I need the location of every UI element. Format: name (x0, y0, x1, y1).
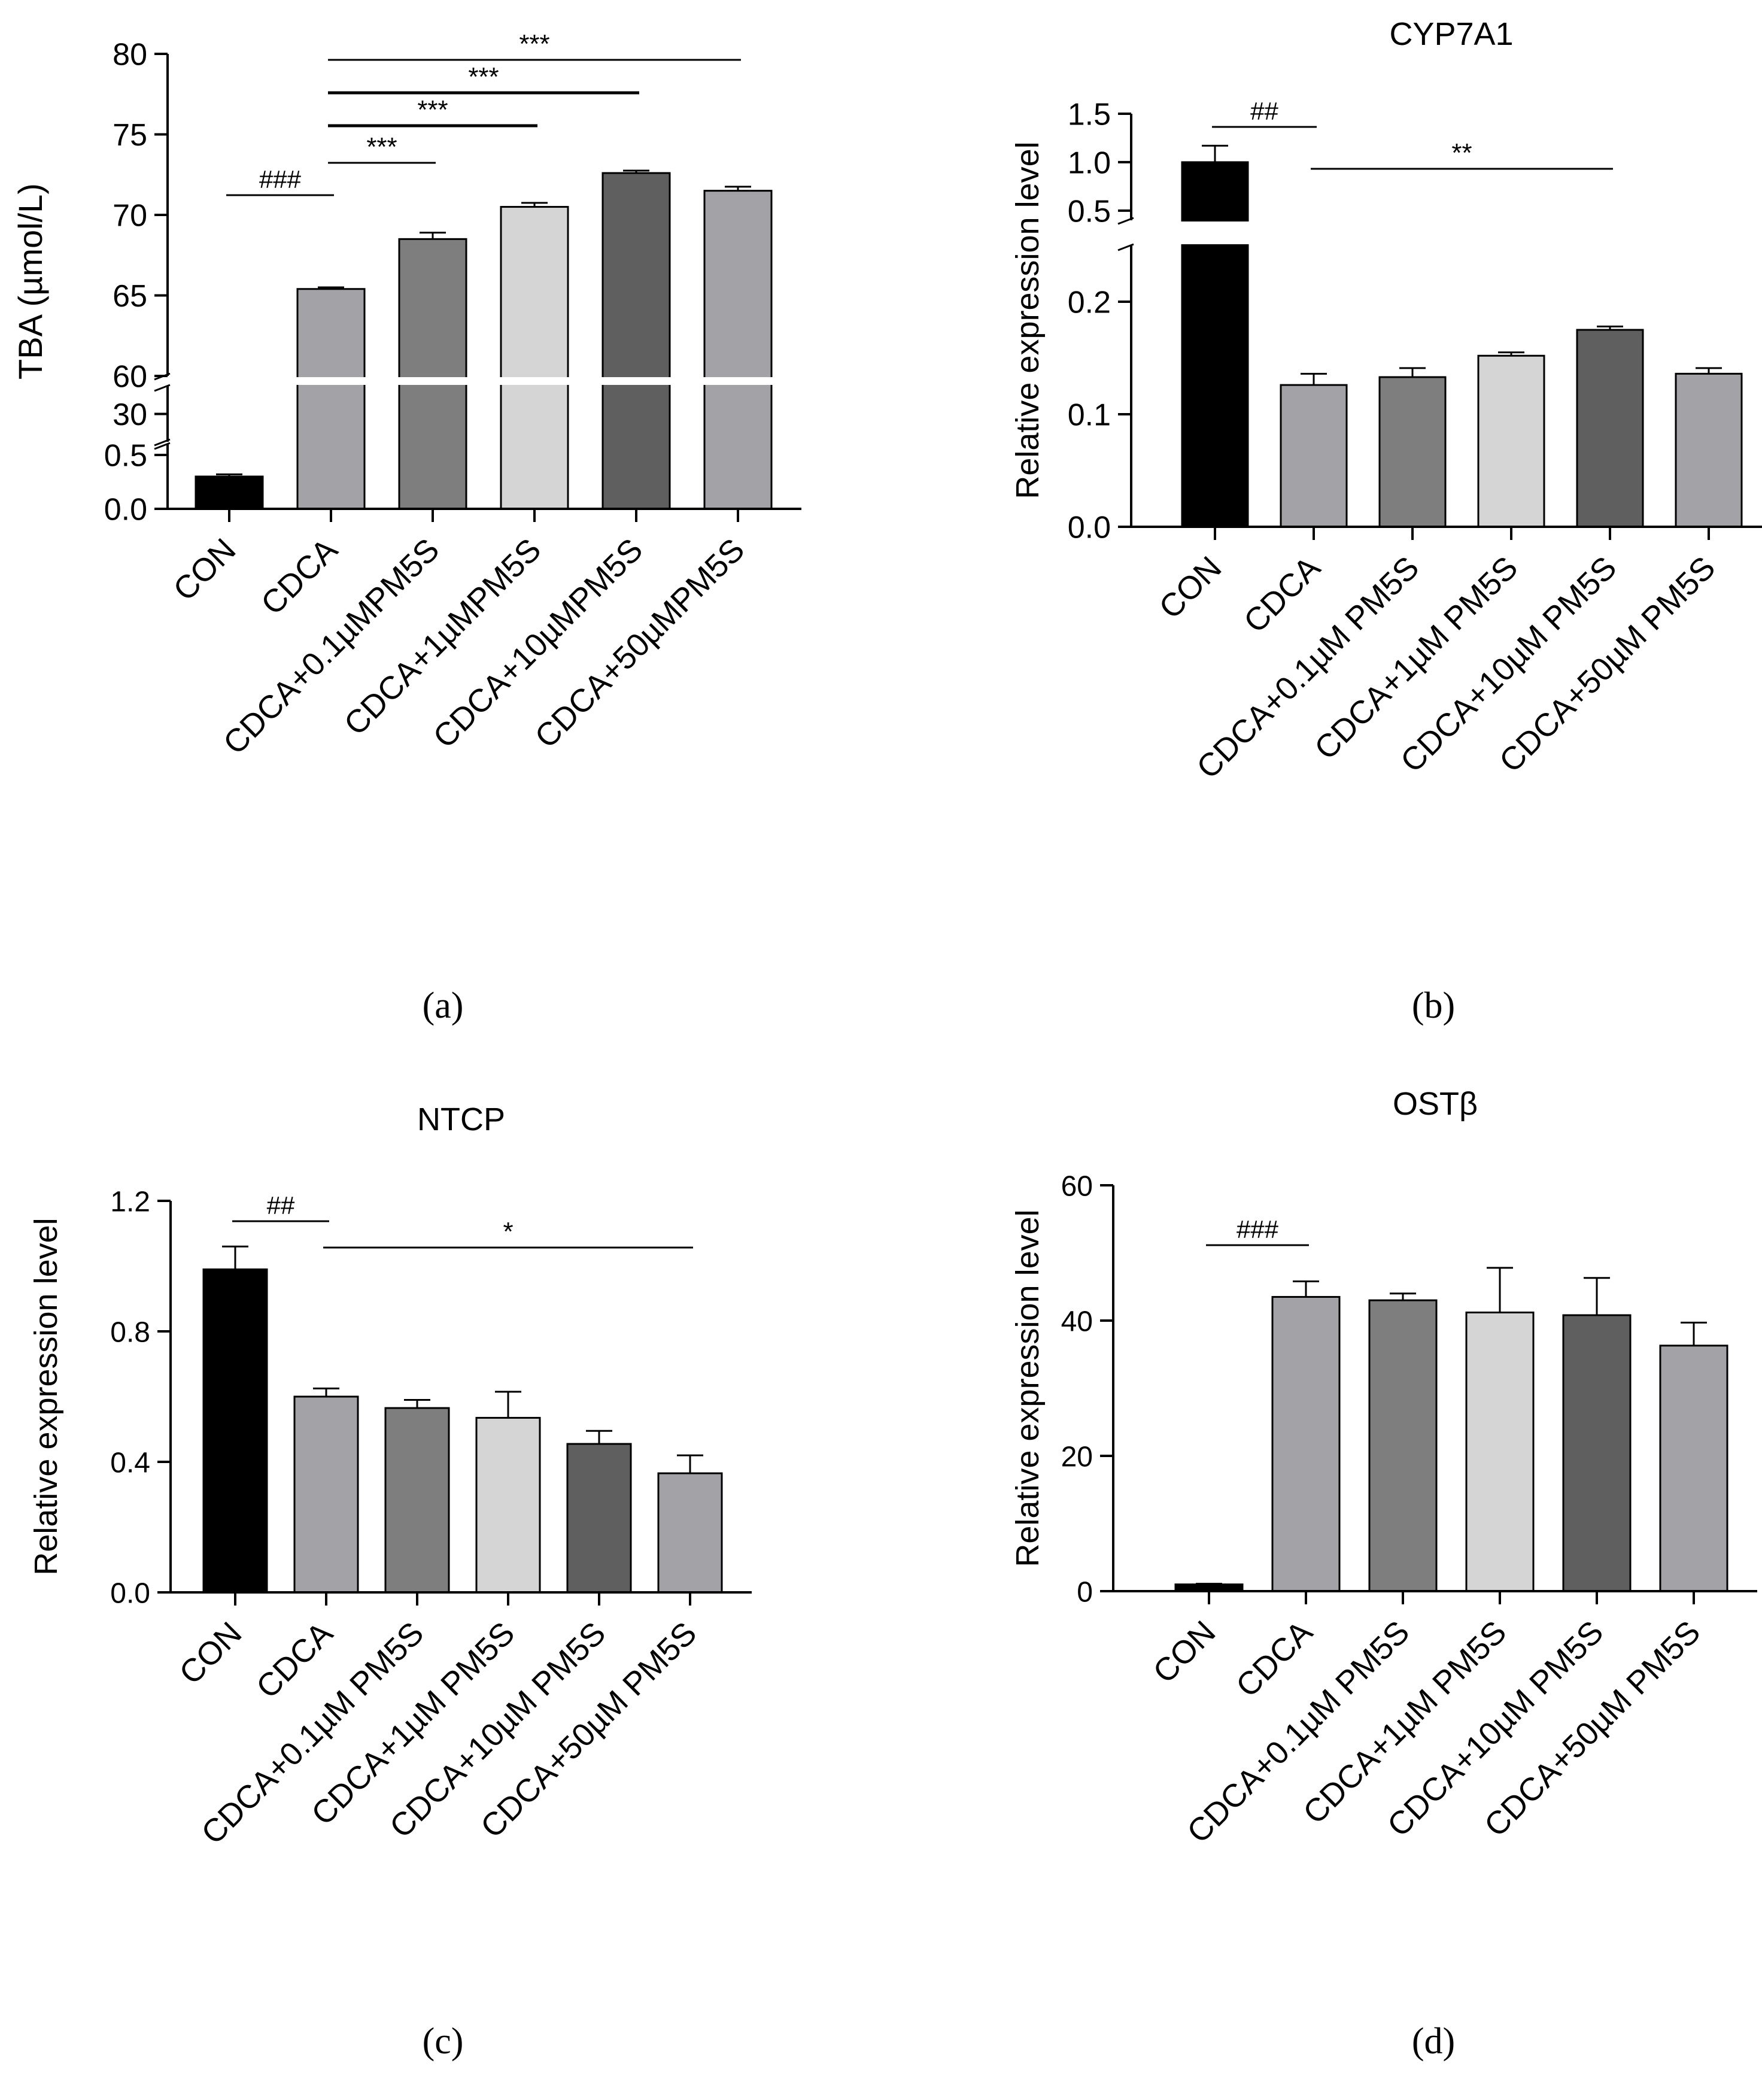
bar-d-4 (1562, 1314, 1632, 1592)
bar-c-1 (293, 1395, 359, 1594)
axis-break-gap-b-0 (1133, 221, 1762, 244)
x-tick-label-a: CDCA (254, 532, 345, 622)
y-axis-label-d: Relative expression level (1010, 1209, 1046, 1567)
axis-break-gap-a-1 (169, 377, 803, 385)
significance-label-c: ## (267, 1191, 295, 1219)
bar-c-2 (384, 1407, 450, 1594)
axis-break-mark-b (1117, 243, 1134, 251)
bar-c-0 (202, 1268, 268, 1594)
panel-caption-d: (d) (1412, 2021, 1455, 2062)
panel-caption-b: (b) (1412, 985, 1455, 1026)
significance-label-b: ** (1451, 138, 1472, 168)
y-tick-label-b: 0.1 (1068, 398, 1111, 433)
y-tick-label-c: 1.2 (110, 1186, 150, 1218)
x-tick-label-d: CON (1146, 1614, 1222, 1690)
bar-a-4 (601, 172, 671, 510)
y-tick-label-d: 20 (1061, 1441, 1093, 1473)
bar-c-4 (566, 1443, 632, 1594)
bar-d-2 (1368, 1299, 1438, 1592)
bar-c-3 (475, 1416, 541, 1594)
bar-b-2 (1378, 376, 1447, 528)
x-tick-label-a: CDCA+1µMPM5S (338, 532, 548, 742)
y-tick-label-a: 0.0 (104, 493, 147, 527)
y-tick-label-a: 30 (113, 397, 147, 432)
x-tick-label-d: CDCA (1229, 1614, 1320, 1704)
significance-label-b: ## (1250, 97, 1278, 125)
bar-d-3 (1465, 1311, 1535, 1592)
x-tick-label-a: CON (166, 532, 242, 608)
panel-caption-a: (a) (423, 985, 464, 1026)
y-tick-label-a: 65 (113, 279, 147, 314)
panel-caption-c: (c) (423, 2021, 464, 2062)
x-tick-label-c: CDCA (250, 1615, 340, 1706)
y-tick-label-a: 0.5 (104, 439, 147, 474)
bar-a-0 (195, 475, 264, 510)
chart-title-c: NTCP (417, 1101, 505, 1137)
bar-b-3 (1477, 354, 1545, 528)
y-tick-label-a: 60 (113, 360, 147, 394)
chart-title-b: CYP7A1 (1389, 16, 1513, 52)
significance-label-c: * (503, 1217, 513, 1246)
y-tick-label-d: 0 (1077, 1576, 1093, 1608)
bar-c-5 (657, 1472, 723, 1594)
x-tick-label-b: CDCA (1237, 550, 1327, 640)
y-tick-label-c: 0.4 (110, 1447, 150, 1479)
y-tick-label-b: 0.5 (1068, 195, 1111, 229)
bar-b-0 (1181, 161, 1249, 528)
significance-label-a: *** (468, 62, 499, 92)
bar-b-4 (1576, 329, 1644, 528)
bar-d-1 (1271, 1295, 1341, 1592)
y-axis-label-c: Relative expression level (28, 1218, 64, 1575)
y-tick-label-a: 75 (113, 118, 147, 153)
y-tick-label-b: 1.5 (1068, 98, 1111, 132)
bar-a-5 (703, 190, 773, 510)
y-tick-label-d: 60 (1061, 1170, 1093, 1202)
axis-break-mark-a (154, 384, 171, 392)
bar-a-2 (398, 238, 467, 510)
bar-b-1 (1280, 384, 1348, 528)
y-tick-label-b: 1.0 (1068, 146, 1111, 181)
x-tick-label-c: CON (172, 1615, 248, 1691)
bar-a-1 (296, 288, 366, 510)
y-tick-label-a: 80 (113, 38, 147, 72)
y-tick-label-b: 0.0 (1068, 511, 1111, 545)
y-tick-label-b: 0.2 (1068, 286, 1111, 320)
y-tick-label-d: 40 (1061, 1306, 1093, 1337)
y-tick-label-a: 70 (113, 199, 147, 233)
chart-title-d: OSTβ (1393, 1086, 1478, 1122)
significance-label-a: ### (259, 165, 302, 193)
bar-a-3 (500, 206, 569, 510)
y-tick-label-c: 0.0 (110, 1577, 150, 1609)
significance-label-a: *** (417, 95, 448, 125)
significance-label-d: ### (1237, 1215, 1279, 1243)
bar-b-5 (1675, 372, 1743, 528)
axis-break-mark-a (154, 442, 171, 450)
bar-d-5 (1659, 1345, 1728, 1592)
significance-label-a: *** (366, 132, 397, 162)
y-axis-label-b: Relative expression level (1010, 141, 1046, 499)
significance-label-a: *** (519, 29, 549, 59)
y-tick-label-c: 0.8 (110, 1316, 150, 1348)
x-tick-label-b: CON (1152, 550, 1228, 626)
y-axis-label-a: TBA (µmol/L) (11, 183, 49, 380)
